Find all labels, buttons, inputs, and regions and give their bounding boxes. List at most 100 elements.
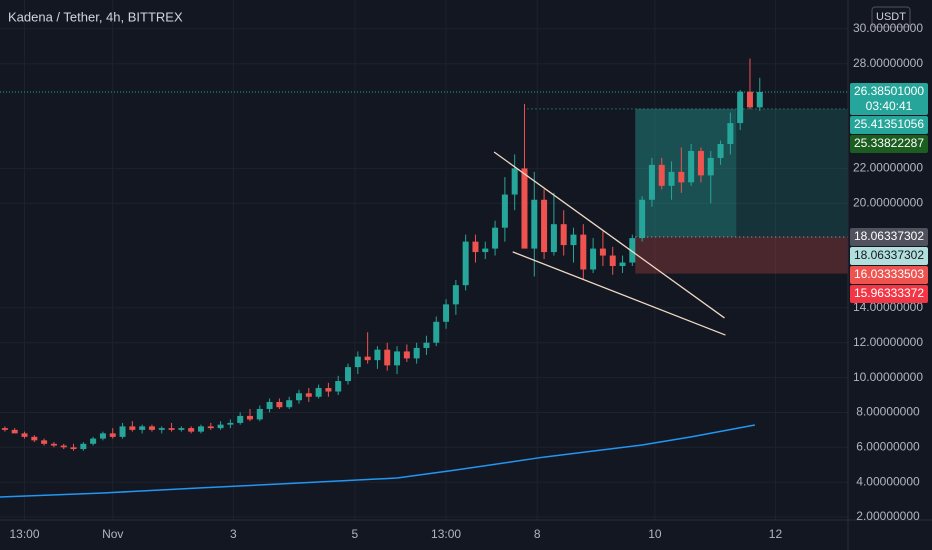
candle-body (188, 428, 195, 432)
candle-body (90, 438, 97, 444)
price-label-box (850, 285, 928, 304)
x-tick-label: Nov (102, 527, 123, 541)
x-tick-label: 5 (352, 527, 359, 541)
candle-body (325, 388, 332, 392)
candle-body (256, 408, 263, 420)
candle-body (178, 428, 185, 430)
candle-body (492, 227, 499, 249)
plot-area (0, 0, 848, 520)
candle-body (609, 255, 616, 267)
candle-body (384, 349, 391, 366)
candle-body (158, 428, 165, 430)
candle-body (364, 356, 371, 361)
x-tick-label: 13:00 (431, 527, 461, 541)
candle-body (286, 400, 293, 408)
candle-body (168, 428, 175, 430)
candle-body (345, 367, 352, 382)
candle-body (354, 356, 361, 368)
candle-body (296, 393, 303, 401)
candle-body (31, 436, 38, 441)
candle-body (472, 241, 479, 253)
candle-body (462, 241, 469, 286)
price-label: 18.06337302 (854, 229, 924, 243)
candle-body (50, 443, 57, 446)
x-tick-label: 13:00 (9, 527, 39, 541)
candle-body (246, 415, 253, 420)
currency-button[interactable] (871, 6, 911, 28)
candle-body (511, 168, 518, 195)
candle-body (560, 224, 567, 246)
candle-body (521, 168, 528, 249)
x-tick-label: 10 (648, 527, 662, 541)
price-label: 26.38501000 (854, 84, 924, 98)
y-tick-label: 4.00000000 (856, 474, 920, 488)
candle-body (217, 424, 224, 429)
candle-body (1, 428, 8, 430)
candle-body (580, 234, 587, 270)
y-tick-label: 12.00000000 (853, 335, 923, 349)
chart-title: Kadena / Tether, 4h, BITTREX (8, 9, 183, 24)
candle-body (276, 401, 283, 408)
price-label-box (850, 266, 928, 285)
candle-body (697, 150, 704, 176)
candle-body (443, 304, 450, 322)
candle-body (119, 426, 126, 437)
candle-body (60, 445, 67, 448)
y-tick-label: 30.00000000 (853, 21, 923, 35)
candle-body (433, 321, 440, 343)
candle-body (315, 388, 322, 397)
currency-label[interactable]: USDT (876, 11, 906, 23)
candle-body (452, 285, 459, 305)
price-label: 25.41351056 (854, 117, 924, 131)
candle-body (541, 199, 548, 253)
price-label-box (850, 134, 928, 153)
y-tick-label: 10.00000000 (853, 370, 923, 384)
candle-body (599, 248, 606, 256)
x-tick-label: 12 (769, 527, 783, 541)
candle-body (423, 342, 430, 348)
trend-line (512, 251, 726, 336)
candle-body (99, 433, 106, 439)
candle-body (482, 248, 489, 253)
candle-body (237, 415, 244, 423)
price-label: 15.96333372 (854, 286, 924, 300)
candle-body (639, 199, 646, 239)
price-label: 16.03333503 (854, 267, 924, 281)
candle-body (227, 422, 234, 425)
price-label: 25.33822287 (854, 136, 924, 150)
candle-body (737, 91, 744, 124)
candle-body (70, 447, 77, 450)
candle-body (619, 262, 626, 267)
candle-body (266, 401, 273, 409)
candle-body (746, 91, 753, 108)
y-tick-label: 14.00000000 (853, 300, 923, 314)
x-tick-label: 3 (230, 527, 237, 541)
y-tick-label: 2.00000000 (856, 509, 920, 523)
trend-line (493, 151, 725, 319)
candle-body (129, 426, 136, 430)
candle-body (403, 351, 410, 359)
candle-body (305, 393, 312, 397)
candle-body (148, 426, 155, 430)
candle-body (109, 433, 116, 437)
price-label-box (850, 115, 928, 134)
price-label: 18.06337302 (854, 248, 924, 262)
candle-body (413, 347, 420, 359)
candle-body (590, 248, 597, 270)
x-tick-label: 8 (534, 527, 541, 541)
candle-body (197, 426, 204, 432)
countdown: 03:40:41 (866, 99, 913, 113)
candle-body (658, 164, 665, 186)
candle-body (756, 91, 763, 108)
candle-body (41, 440, 48, 444)
moving-average (0, 424, 756, 498)
price-label-box (850, 228, 928, 247)
candle-body (80, 443, 87, 450)
candle-body (717, 143, 724, 158)
candle-body (207, 426, 214, 429)
candle-body (531, 199, 538, 249)
candle-body (139, 426, 146, 430)
candle-body (570, 234, 577, 246)
y-tick-label: 28.00000000 (853, 56, 923, 70)
